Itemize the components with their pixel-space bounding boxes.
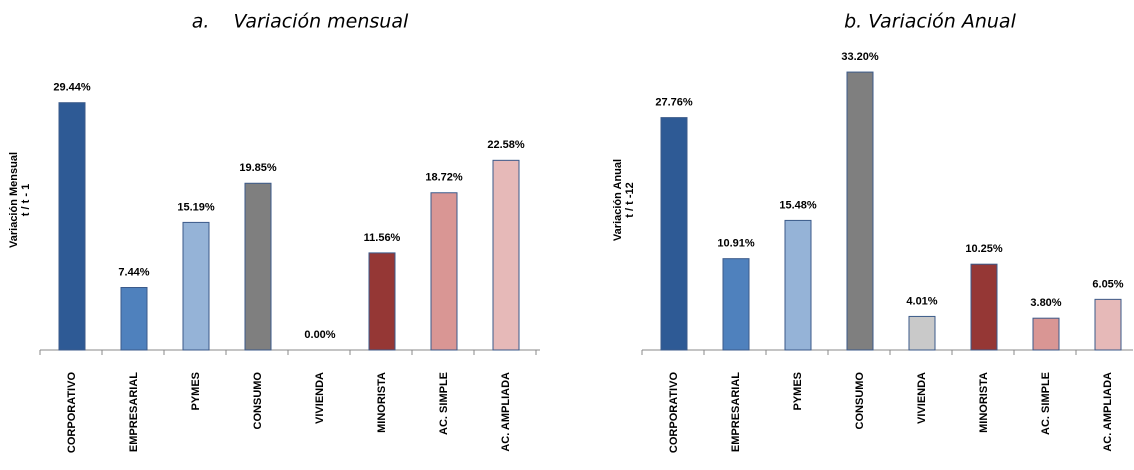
value-label: 3.80% <box>1030 297 1061 309</box>
x-tick-label: CORPORATIVO <box>66 372 78 454</box>
value-label: 22.58% <box>487 139 525 151</box>
value-label: 29.44% <box>53 82 91 94</box>
x-tick-label: VIVIENDA <box>916 372 928 424</box>
bar <box>784 219 812 351</box>
y-axis-label: Variación Mensual <box>8 152 20 248</box>
y-axis-label: Variación Anual <box>612 159 624 241</box>
value-label: 18.72% <box>425 172 463 184</box>
x-tick-label: CONSUMO <box>854 372 866 430</box>
value-label: 11.56% <box>364 232 401 244</box>
x-tick-label: EMPRESARIAL <box>128 372 140 452</box>
bar <box>1094 298 1122 351</box>
bar <box>368 252 396 351</box>
value-label: 4.01% <box>906 295 937 307</box>
chart-title: a. Variación mensual <box>192 11 409 33</box>
value-label: 10.25% <box>965 243 1003 255</box>
value-label: 7.44% <box>118 266 149 278</box>
bar <box>430 192 458 351</box>
x-tick-label: MINORISTA <box>978 372 990 433</box>
x-tick-label: CORPORATIVO <box>668 372 680 454</box>
chart-title: b. Variación Anual <box>844 11 1016 33</box>
bar <box>182 221 210 351</box>
x-tick-label: CONSUMO <box>252 372 264 430</box>
value-label: 15.19% <box>177 201 215 213</box>
x-tick-label: VIVIENDA <box>314 372 326 424</box>
bar <box>722 258 750 351</box>
bar <box>244 182 272 351</box>
value-label: 15.48% <box>779 199 817 211</box>
bar <box>492 159 520 351</box>
x-tick-label: PYMES <box>792 372 804 411</box>
value-label: 19.85% <box>239 162 277 174</box>
x-tick-label: AC. SIMPLE <box>1040 372 1052 435</box>
y-axis-label: t / t - 1 <box>20 184 32 216</box>
x-tick-label: AC. AMPLIADA <box>1102 372 1114 452</box>
value-label: 33.20% <box>841 51 879 63</box>
bar <box>660 117 688 351</box>
value-label: 27.76% <box>655 97 693 109</box>
y-axis-label: t / t -12 <box>624 182 636 217</box>
value-label: 0.00% <box>304 329 335 341</box>
value-label: 10.91% <box>717 238 755 250</box>
bar <box>58 102 86 351</box>
bar <box>120 287 148 351</box>
bar <box>1032 317 1060 351</box>
value-label: 6.05% <box>1092 278 1123 290</box>
bar <box>970 263 998 351</box>
x-tick-label: MINORISTA <box>376 372 388 433</box>
bar <box>908 315 936 351</box>
x-tick-label: EMPRESARIAL <box>730 372 742 452</box>
x-tick-label: AC. SIMPLE <box>438 372 450 435</box>
x-tick-label: PYMES <box>190 372 202 411</box>
x-tick-label: AC. AMPLIADA <box>500 372 512 452</box>
bar <box>846 71 874 351</box>
